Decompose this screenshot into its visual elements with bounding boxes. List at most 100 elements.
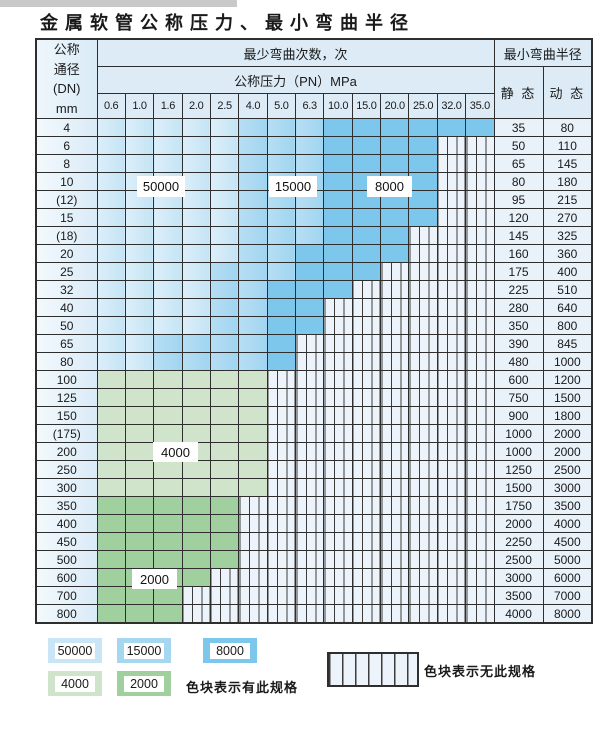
pressure-tick-cell: 6.3	[295, 93, 325, 119]
dynamic-radius-cell: 3000	[542, 478, 593, 497]
cycle-cell	[351, 406, 382, 425]
cycle-cell	[209, 370, 240, 389]
dn-cell: 20	[35, 244, 98, 263]
cycle-cell	[238, 460, 268, 479]
cycle-cell	[380, 334, 410, 353]
dn-cell: 250	[35, 460, 98, 479]
cycle-cell	[124, 208, 155, 227]
table-row: 32 225 510	[35, 280, 593, 299]
cycle-cell	[124, 262, 155, 281]
cycle-cell	[436, 190, 467, 209]
table-row: 150 900 1800	[35, 406, 593, 425]
cycle-cell	[351, 298, 382, 317]
cycle-cell	[238, 298, 268, 317]
cycle-cell	[323, 352, 353, 371]
cycle-cell	[295, 298, 325, 317]
legend-swatch-15000: 15000	[117, 638, 171, 663]
static-radius-cell: 2000	[493, 514, 544, 533]
cycle-cell	[153, 136, 183, 155]
cycle-cell	[295, 208, 325, 227]
cycle-cell	[266, 208, 297, 227]
cycle-cell	[465, 370, 495, 389]
dynamic-radius-cell: 215	[542, 190, 593, 209]
cycle-cell	[465, 208, 495, 227]
cycle-cell	[323, 334, 353, 353]
cycle-cell	[380, 586, 410, 605]
cycle-cell	[323, 136, 353, 155]
cycle-cell	[181, 478, 211, 497]
cycle-cell	[96, 136, 126, 155]
cycle-cell	[124, 370, 155, 389]
cycle-cell	[351, 370, 382, 389]
cycle-cell	[436, 496, 467, 515]
cycle-cell	[209, 208, 240, 227]
pressure-tick-cell: 2.5	[209, 93, 240, 119]
cycle-cell	[351, 154, 382, 173]
cycle-cell	[351, 532, 382, 551]
cycle-cell	[408, 586, 438, 605]
static-radius-cell: 120	[493, 208, 544, 227]
pressure-tick-cell: 5.0	[266, 93, 297, 119]
cycle-cell	[153, 586, 183, 605]
cycle-cell	[124, 424, 155, 443]
legend-swatch-label: 2000	[124, 675, 164, 692]
static-radius-cell: 80	[493, 172, 544, 191]
cycle-cell	[153, 532, 183, 551]
cycle-cell	[238, 370, 268, 389]
cycle-cell	[209, 298, 240, 317]
dn-cell: 25	[35, 262, 98, 281]
cycle-cell	[323, 586, 353, 605]
dn-cell: 350	[35, 496, 98, 515]
table-row: 15 120 270	[35, 208, 593, 227]
cycle-cell	[408, 298, 438, 317]
cycle-cell	[266, 514, 297, 533]
cycle-cell	[436, 532, 467, 551]
cycle-cell	[96, 604, 126, 624]
cycle-cell	[181, 388, 211, 407]
cycle-cell	[181, 604, 211, 624]
cycle-cell	[124, 352, 155, 371]
cycle-cell	[323, 514, 353, 533]
cycle-cell	[266, 388, 297, 407]
corner-line: 通径	[53, 61, 80, 77]
cycle-cell	[465, 352, 495, 371]
cycle-cell	[295, 370, 325, 389]
table-row: 700 3500 7000	[35, 586, 593, 605]
cycle-cell	[408, 478, 438, 497]
static-radius-cell: 3000	[493, 568, 544, 587]
cycle-cell	[153, 118, 183, 137]
cycle-cell	[209, 406, 240, 425]
cycle-cell	[181, 424, 211, 443]
table-row: 8 65 145	[35, 154, 593, 173]
cycle-cell	[209, 442, 240, 461]
cycle-cell	[323, 172, 353, 191]
cycle-cell	[295, 478, 325, 497]
cycle-cell	[181, 406, 211, 425]
cycle-cell	[436, 316, 467, 335]
cycle-cell	[436, 442, 467, 461]
cycle-cell	[436, 478, 467, 497]
cycle-cell	[153, 370, 183, 389]
cycle-cell	[96, 370, 126, 389]
static-radius-cell: 50	[493, 136, 544, 155]
cycle-cell	[295, 496, 325, 515]
cycle-cell	[238, 568, 268, 587]
cycle-cell	[209, 334, 240, 353]
cycle-cell	[380, 262, 410, 281]
cycle-cell	[181, 136, 211, 155]
cycle-cell	[238, 262, 268, 281]
cycle-cell	[323, 280, 353, 299]
cycle-cell	[408, 424, 438, 443]
static-radius-cell: 1750	[493, 496, 544, 515]
cycle-cell	[124, 442, 155, 461]
cycle-cell	[465, 478, 495, 497]
cycle-cell	[238, 172, 268, 191]
static-radius-cell: 1250	[493, 460, 544, 479]
cycle-cell	[380, 370, 410, 389]
dynamic-radius-cell: 270	[542, 208, 593, 227]
dn-cell: 400	[35, 514, 98, 533]
cycle-cell	[181, 118, 211, 137]
table-row: 65 390 845	[35, 334, 593, 353]
cycle-cell	[465, 262, 495, 281]
cycle-cell	[323, 550, 353, 569]
